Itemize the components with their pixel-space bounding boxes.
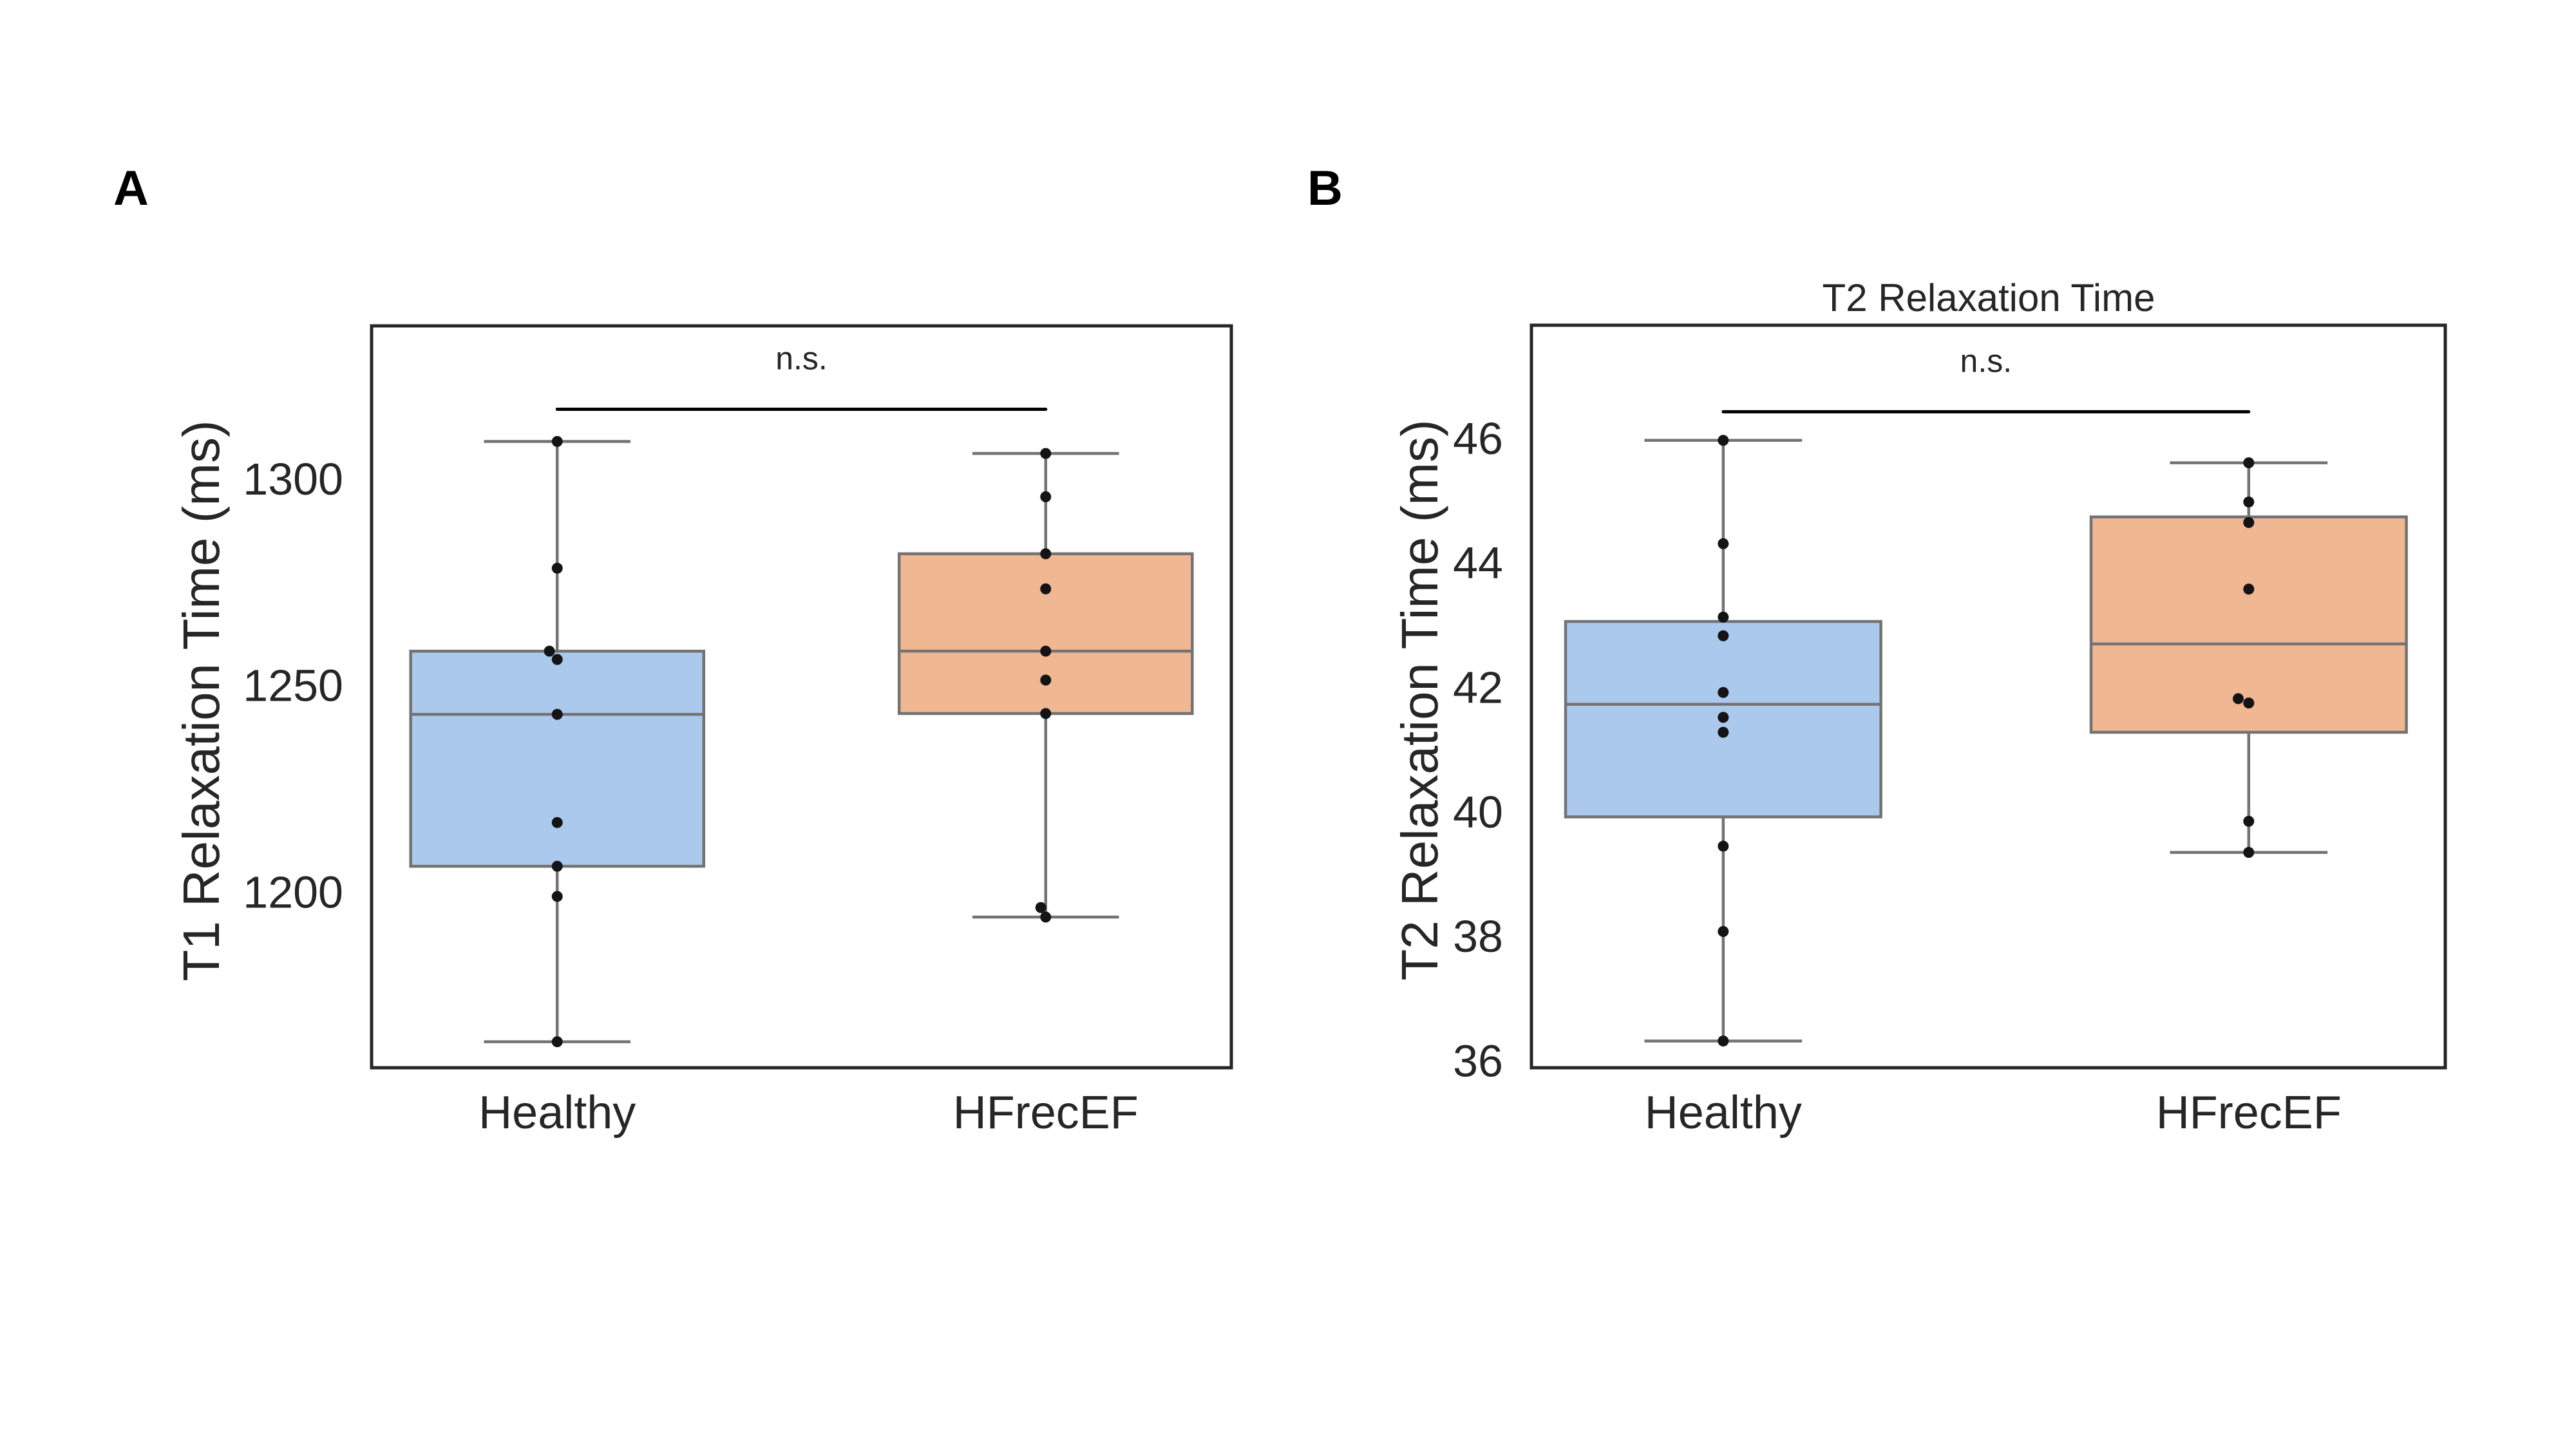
data-point	[1718, 925, 1729, 937]
iqr-box	[897, 552, 1194, 715]
data-point	[551, 891, 563, 902]
data-point	[1040, 448, 1052, 459]
data-point	[1040, 491, 1052, 502]
data-point	[551, 708, 563, 720]
data-point	[2243, 847, 2255, 858]
data-point	[551, 654, 563, 665]
panel-a-points-hfrecef	[1035, 448, 1052, 923]
y-tick-label: 36	[1453, 1036, 1503, 1086]
data-point	[1040, 645, 1052, 657]
data-point	[2243, 457, 2255, 469]
data-point	[1040, 708, 1052, 719]
panel-b-axes-frame	[1530, 323, 2447, 1070]
x-tick-label-healthy: Healthy	[478, 1087, 636, 1139]
panel-a-y-ticks: 1200 1250 1300	[243, 454, 343, 917]
data-point	[1718, 712, 1729, 723]
data-point	[1718, 687, 1729, 698]
y-tick-label: 1200	[243, 867, 343, 917]
y-tick-label: 1300	[243, 454, 343, 504]
y-tick-label: 46	[1453, 413, 1503, 464]
x-tick-label-hfrecef: HFrecEF	[2156, 1087, 2342, 1139]
panel-b-title: T2 Relaxation Time	[1823, 276, 2155, 319]
data-point	[551, 1036, 563, 1048]
data-point	[2243, 815, 2255, 827]
panel-a-y-axis-label: T1 Relaxation Time (ms)	[173, 420, 230, 981]
panel-a-axes-frame	[370, 324, 1233, 1070]
panel-b-y-ticks: 36 38 40 42 44 46	[1453, 413, 1503, 1086]
panel-a-plot-area: n.s.	[409, 340, 1194, 1048]
panel-a-significance-label: n.s.	[775, 340, 828, 376]
data-point	[1718, 611, 1729, 623]
data-point	[2243, 583, 2255, 595]
data-point	[551, 562, 563, 574]
data-point	[2243, 516, 2255, 528]
data-point	[1040, 674, 1052, 686]
data-point	[1718, 1035, 1729, 1046]
data-point	[1035, 902, 1046, 913]
data-point	[551, 435, 563, 447]
panel-letter-a: A	[113, 161, 149, 216]
y-tick-label: 44	[1453, 538, 1503, 588]
panel-a: A n.s. T1 Relaxation Time (ms) 120012501…	[113, 161, 1233, 1139]
panel-letter-b: B	[1307, 161, 1343, 216]
panel-a-box-healthy	[409, 440, 706, 1043]
data-point	[1718, 538, 1729, 549]
data-point	[1040, 911, 1052, 923]
data-point	[1040, 548, 1052, 560]
panel-b-box-hfrecef	[2089, 461, 2408, 854]
data-point	[2243, 496, 2255, 507]
iqr-box	[409, 649, 706, 868]
panel-b: B T2 Relaxation Time n.s. T2 Relaxation …	[1307, 161, 2447, 1139]
panel-b-points-healthy	[1718, 435, 1729, 1046]
data-point	[544, 645, 555, 657]
panel-a-points-healthy	[544, 435, 563, 1048]
panel-a-x-ticks: Healthy HFrecEF	[478, 1087, 1139, 1139]
data-point	[1718, 630, 1729, 641]
iqr-box	[2089, 515, 2408, 734]
y-tick-label: 38	[1453, 911, 1503, 961]
y-tick-label: 42	[1453, 663, 1503, 713]
data-point	[551, 817, 563, 828]
x-tick-label-healthy: Healthy	[1645, 1087, 1802, 1139]
data-point	[2233, 693, 2244, 705]
data-point	[1040, 583, 1052, 594]
panel-b-plot-area: n.s.	[1564, 343, 2408, 1046]
panel-a-box-hfrecef	[897, 451, 1194, 919]
panel-b-y-axis-label: T2 Relaxation Time (ms)	[1391, 419, 1448, 980]
data-point	[1718, 435, 1729, 446]
panel-b-x-ticks: Healthy HFrecEF	[1645, 1087, 2342, 1139]
panel-b-points-hfrecef	[2233, 457, 2255, 858]
panel-b-significance-label: n.s.	[1960, 343, 2012, 379]
data-point	[1718, 726, 1729, 738]
data-point	[1718, 840, 1729, 852]
data-point	[2243, 697, 2255, 709]
y-tick-label: 1250	[243, 661, 343, 711]
x-tick-label-hfrecef: HFrecEF	[953, 1087, 1139, 1139]
y-tick-label: 40	[1453, 787, 1503, 837]
data-point	[551, 860, 563, 872]
